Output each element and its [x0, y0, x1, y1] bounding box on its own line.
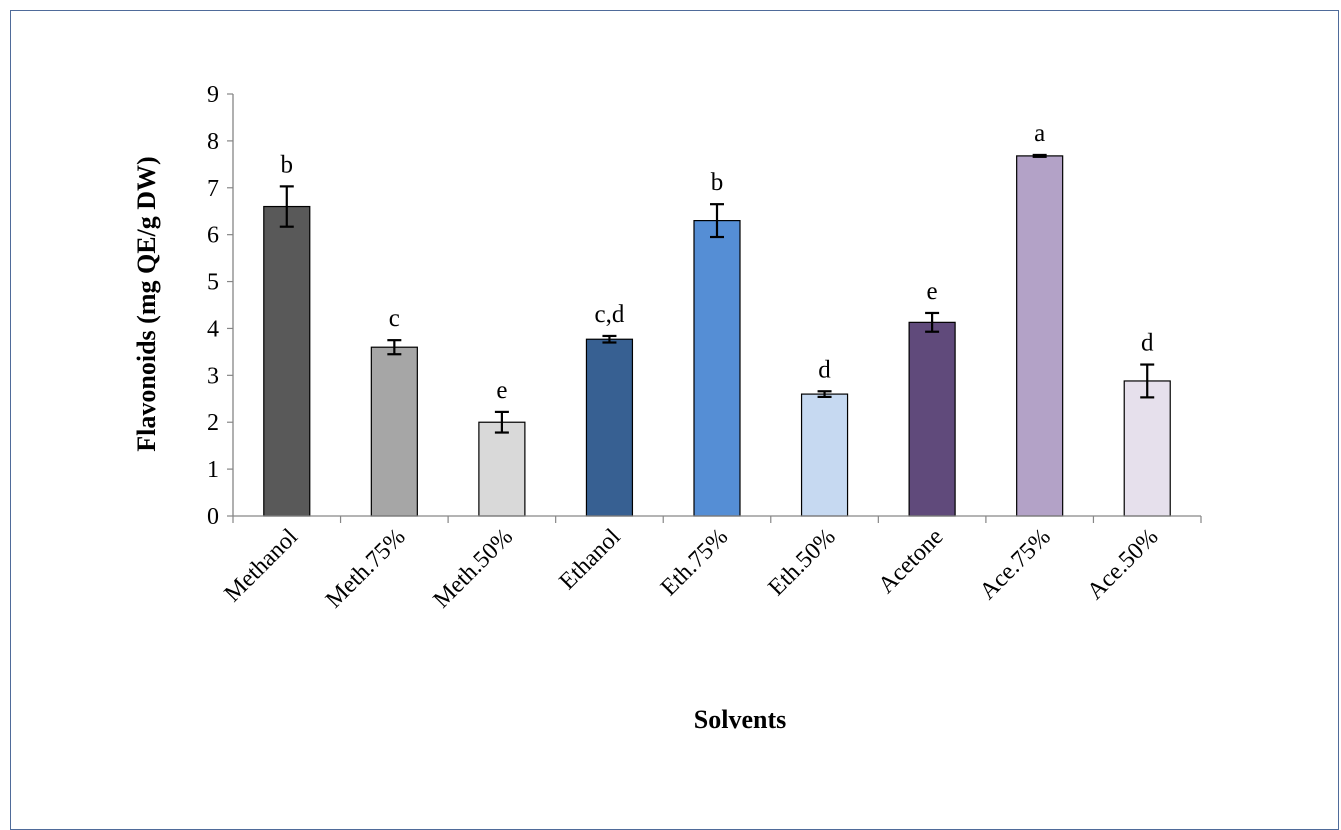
bar-6 — [908, 321, 956, 517]
category-label-6: Acetone — [873, 524, 948, 599]
category-label-0: Methanol — [220, 524, 304, 608]
y-tick-label: 8 — [207, 129, 219, 155]
category-label-1: Meth.75% — [321, 524, 411, 614]
y-tick-label: 7 — [207, 176, 219, 202]
significance-label-8: d — [1141, 330, 1154, 357]
bar-0 — [263, 205, 311, 517]
significance-label-0: b — [281, 151, 294, 178]
bar-5 — [800, 393, 849, 517]
bar-7 — [1016, 155, 1064, 517]
chart-frame — [10, 10, 1339, 830]
category-label-7: Ace.75% — [975, 524, 1056, 605]
y-tick-label: 5 — [207, 270, 219, 296]
category-label-5: Eth.50% — [763, 524, 840, 601]
y-tick-label: 0 — [207, 504, 219, 530]
significance-label-1: c — [389, 305, 400, 332]
category-label-4: Eth.75% — [656, 524, 733, 601]
y-tick-label: 4 — [207, 316, 219, 342]
bar-4 — [693, 220, 741, 517]
significance-label-2: e — [496, 377, 507, 404]
significance-label-4: b — [711, 169, 724, 196]
significance-label-6: e — [927, 278, 938, 305]
y-tick-label: 1 — [207, 457, 219, 483]
significance-label-3: c,d — [595, 301, 625, 328]
bar-1 — [370, 346, 418, 517]
axes — [232, 94, 1201, 517]
category-label-8: Ace.50% — [1082, 524, 1163, 605]
y-tick-label: 9 — [207, 82, 219, 108]
significance-label-5: d — [818, 356, 831, 383]
category-labels: Methanol Meth.75% Meth.50% Ethanol Eth.75% Et… — [220, 524, 1164, 614]
y-tick-label: 3 — [207, 363, 219, 389]
significance-label-7: a — [1034, 120, 1045, 147]
bar-2 — [478, 421, 526, 517]
y-axis-ticks: 0 1 2 3 4 5 6 7 8 9 — [207, 82, 233, 530]
bar-8 — [1123, 380, 1171, 517]
bar-3 — [585, 338, 634, 517]
y-tick-label: 6 — [207, 223, 219, 249]
y-axis-title: Flavonoids (mg QE/g DW) — [132, 156, 161, 451]
significance-labels: b c e c,d b d e a d — [281, 120, 1154, 404]
x-axis-ticks — [232, 516, 1202, 523]
error-bars — [279, 153, 1155, 434]
x-axis-title: Solvents — [694, 705, 786, 734]
y-tick-label: 2 — [207, 410, 219, 436]
category-label-2: Meth.50% — [429, 524, 519, 614]
category-label-3: Ethanol — [555, 524, 626, 595]
